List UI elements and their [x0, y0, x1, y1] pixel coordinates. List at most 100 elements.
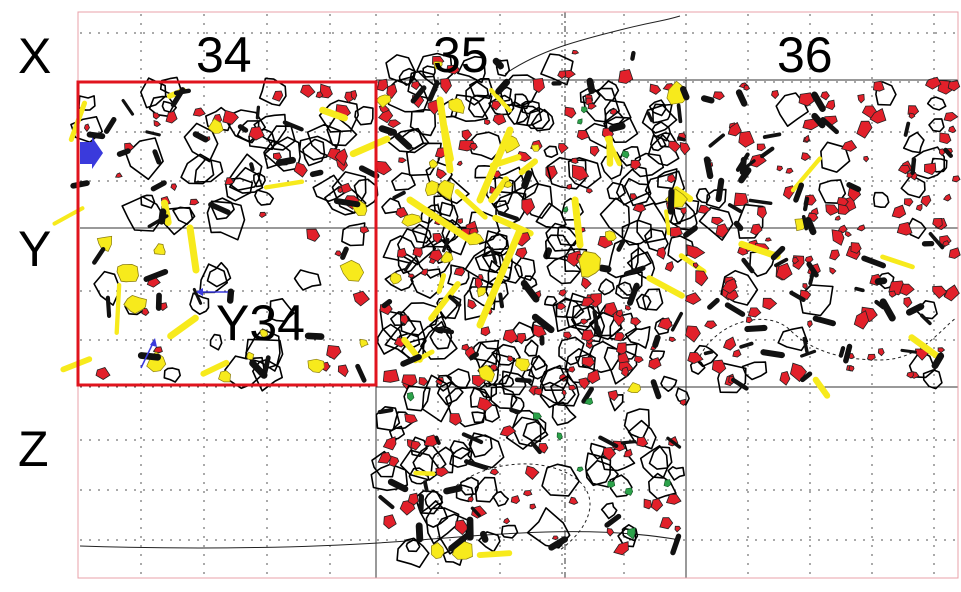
red-find: [744, 85, 750, 90]
red-find: [154, 121, 160, 127]
black-find: [511, 410, 518, 412]
red-find: [294, 163, 307, 178]
red-find: [780, 372, 790, 386]
black-find: [727, 305, 742, 314]
bone-find: [266, 182, 302, 188]
black-find: [810, 272, 813, 283]
stone-outline: [392, 173, 415, 190]
red-find: [569, 385, 576, 390]
red-find: [397, 248, 406, 257]
stone-outline: [472, 412, 484, 422]
red-find: [949, 126, 956, 133]
red-find: [904, 199, 913, 207]
red-find: [171, 184, 177, 191]
black-find: [710, 135, 723, 146]
black-find: [382, 129, 394, 133]
red-find: [826, 205, 839, 216]
red-find: [751, 224, 763, 235]
bone-find: [628, 383, 641, 393]
red-find: [845, 232, 851, 237]
black-find: [841, 348, 843, 355]
red-find: [516, 248, 527, 259]
black-find: [472, 354, 477, 357]
red-find: [631, 160, 641, 169]
black-find: [704, 98, 711, 100]
red-find: [569, 497, 578, 504]
red-find: [493, 114, 506, 125]
red-find: [568, 367, 575, 373]
red-find: [890, 291, 896, 297]
red-find: [96, 368, 110, 380]
row-label-z: Z: [18, 424, 49, 474]
black-find: [141, 356, 157, 358]
black-find: [337, 201, 358, 204]
red-find: [808, 321, 813, 328]
red-find: [938, 348, 944, 353]
column-label-34: 34: [196, 30, 252, 80]
red-find: [786, 168, 793, 173]
stone-outline: [502, 526, 518, 538]
red-find: [490, 469, 498, 475]
stone-outline: [607, 183, 625, 199]
red-find: [713, 92, 724, 100]
red-find: [142, 309, 149, 316]
black-find: [107, 120, 114, 132]
red-find: [582, 278, 592, 289]
black-find: [673, 314, 682, 330]
red-find: [681, 208, 687, 215]
red-find: [904, 297, 912, 307]
black-find: [196, 134, 206, 139]
red-find: [517, 333, 526, 343]
black-find: [398, 136, 409, 146]
red-find: [757, 207, 766, 219]
black-find: [147, 132, 160, 135]
black-find: [906, 124, 909, 135]
black-find: [774, 249, 783, 258]
black-find: [176, 91, 189, 93]
black-find: [706, 352, 712, 353]
red-find: [949, 248, 960, 259]
red-find: [657, 247, 666, 259]
red-find: [712, 217, 724, 225]
red-find: [830, 250, 840, 260]
red-find: [524, 491, 532, 497]
red-find: [405, 414, 418, 423]
red-find: [899, 165, 911, 174]
black-find: [380, 497, 392, 507]
black-find: [123, 100, 132, 114]
black-find: [655, 338, 657, 345]
red-find: [383, 370, 399, 383]
black-find: [707, 159, 710, 176]
black-find: [619, 242, 623, 250]
red-find: [485, 119, 491, 124]
bone-find: [219, 371, 231, 382]
black-find: [391, 482, 405, 489]
black-find: [146, 272, 165, 279]
square-label-y34: Y34: [216, 298, 305, 348]
red-find: [952, 176, 960, 182]
black-find: [922, 315, 930, 323]
black-find: [120, 151, 128, 154]
black-find: [743, 160, 744, 172]
stone-outline: [493, 492, 508, 506]
black-find: [466, 462, 486, 468]
bone-find: [883, 257, 913, 267]
red-find: [644, 499, 651, 509]
red-find: [858, 94, 865, 103]
black-find: [499, 82, 507, 91]
red-find: [504, 518, 510, 524]
red-find: [458, 219, 463, 224]
red-find: [384, 515, 397, 529]
black-find: [437, 329, 452, 332]
red-find: [705, 321, 717, 329]
black-find: [419, 526, 420, 539]
stone-outline: [661, 377, 677, 392]
column-label-35: 35: [433, 30, 489, 80]
red-find: [712, 360, 726, 374]
stone-outline: [342, 223, 365, 246]
red-find: [457, 161, 462, 165]
red-find: [190, 199, 199, 205]
black-find: [73, 183, 87, 186]
black-find: [622, 442, 635, 443]
black-find: [362, 168, 377, 176]
